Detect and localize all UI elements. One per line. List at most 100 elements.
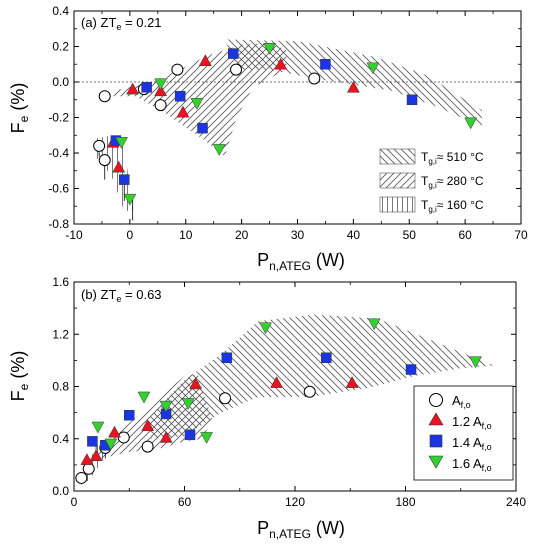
band-legend-swatch-280 bbox=[379, 172, 416, 189]
data-point-triangle-down bbox=[200, 432, 214, 444]
data-point-triangle-down bbox=[259, 322, 272, 335]
y-tick-label: 0.4 bbox=[52, 4, 69, 18]
data-point-circle-open bbox=[93, 139, 106, 152]
data-point-square bbox=[227, 48, 239, 59]
data-point-square bbox=[184, 429, 196, 441]
panel-b-xlabel: Pn,ATEG (W) bbox=[257, 518, 345, 541]
data-point-circle-open bbox=[154, 99, 167, 112]
data-point-circle-open bbox=[230, 63, 243, 76]
data-point-circle-open bbox=[303, 385, 316, 398]
band-legend-label-510: Tg,i≈ 510 °C bbox=[421, 150, 484, 166]
data-point-square bbox=[321, 352, 332, 364]
data-point-circle-open bbox=[308, 72, 321, 85]
data-point-triangle-down bbox=[159, 400, 173, 413]
legend-label-2: 1.2 Af,o bbox=[452, 414, 492, 431]
data-point-triangle-down bbox=[154, 78, 168, 91]
data-point-circle-open bbox=[82, 462, 95, 475]
data-point-square bbox=[141, 82, 152, 93]
data-point-square bbox=[124, 409, 135, 421]
x-tick-label: 30 bbox=[291, 228, 305, 242]
data-point-square bbox=[197, 122, 208, 134]
data-point-triangle-down bbox=[115, 137, 128, 149]
panel-b-label: (b) ZTe = 0.63 bbox=[81, 287, 162, 304]
data-point-triangle-down bbox=[263, 43, 276, 55]
y-tick-label: -0.6 bbox=[48, 182, 69, 196]
panel-b-legend: Af,o 1.2 Af,o 1.4 Af,o 1.6 Af,o bbox=[413, 385, 514, 481]
panel-b-chart: 0 60 120 180 240 0.0 0.4 0.8 1.2 1.6 Fe (%) Pn,AT… bbox=[8, 275, 526, 541]
y-tick-label: -0.8 bbox=[48, 217, 69, 231]
legend-label-3: 1.4 Af,o bbox=[452, 435, 492, 452]
y-tick-label: 1.6 bbox=[52, 275, 69, 289]
data-point-triangle-up bbox=[198, 54, 212, 66]
plot-area-a: -10 0 10 20 30 40 50 60 70 -0.8 -0.6 -0.4 -0.2 0.0 0.2… bbox=[48, 4, 528, 242]
data-point-circle-open bbox=[98, 90, 111, 103]
data-point-triangle-down bbox=[181, 398, 195, 411]
panel-b-ylabel: Fe (%) bbox=[8, 351, 31, 402]
y-tick-label: 1.2 bbox=[52, 327, 69, 341]
data-point-triangle-up bbox=[112, 160, 126, 173]
band-legend-label-160: Tg,i≈ 160 °C bbox=[421, 198, 484, 214]
data-point-triangle-down bbox=[190, 98, 204, 110]
y-tick-label: -0.4 bbox=[48, 146, 69, 160]
data-point-square bbox=[221, 352, 233, 364]
panel-a-xlabel: Pn,ATEG (W) bbox=[257, 250, 345, 273]
data-point-triangle-up bbox=[126, 82, 140, 95]
x-tick-label: 70 bbox=[514, 228, 528, 242]
y-tick-label: 0.0 bbox=[52, 75, 69, 89]
x-tick-label: 180 bbox=[395, 495, 415, 509]
data-point-triangle-up bbox=[176, 105, 190, 118]
band-backslash-b bbox=[147, 314, 494, 439]
data-point-circle-open bbox=[98, 154, 111, 167]
data-point-triangle-down bbox=[91, 421, 105, 434]
x-tick-label: 20 bbox=[235, 228, 249, 242]
data-point-triangle-down bbox=[212, 144, 226, 156]
data-point-triangle-up bbox=[141, 419, 155, 431]
x-tick-label: 120 bbox=[285, 495, 305, 509]
x-tick-label: 0 bbox=[127, 228, 134, 242]
legend-marker-triangle-up bbox=[428, 412, 444, 426]
y-tick-label: 0.8 bbox=[52, 380, 69, 394]
x-tick-label: 50 bbox=[403, 228, 417, 242]
data-point-square bbox=[406, 94, 418, 105]
data-point-triangle-up bbox=[274, 57, 288, 70]
legend-label-4: 1.6 Af,o bbox=[452, 456, 492, 473]
data-point-square bbox=[405, 364, 417, 375]
legend-marker-triangle-down bbox=[428, 455, 444, 469]
panel-a-label: (a) ZTe = 0.21 bbox=[81, 15, 162, 32]
y-tick-label: 0.0 bbox=[52, 484, 69, 498]
data-point-triangle-up bbox=[89, 449, 103, 461]
y-tick-label: 0.2 bbox=[52, 40, 69, 54]
panel-a-band-legend: Tg,i≈ 510 °C Tg,i≈ 280 °C Tg,i≈ 160 °C bbox=[379, 148, 484, 214]
panel-a-ylabel: Fe (%) bbox=[8, 83, 31, 134]
data-point-triangle-down bbox=[104, 438, 118, 451]
data-point-square bbox=[119, 174, 130, 185]
y-tick-label: -0.2 bbox=[48, 111, 69, 125]
data-point-circle-open bbox=[75, 471, 88, 484]
legend-label-1: Af,o bbox=[452, 393, 471, 410]
data-point-square bbox=[174, 90, 186, 102]
data-point-triangle-up bbox=[108, 425, 121, 438]
legend-marker-circle bbox=[429, 393, 443, 407]
legend-marker-square bbox=[429, 434, 443, 448]
x-tick-label: 0 bbox=[71, 495, 78, 509]
data-point-circle-open bbox=[141, 440, 154, 453]
x-tick-label: 60 bbox=[458, 228, 472, 242]
data-point-triangle-down bbox=[137, 391, 151, 404]
x-tick-label: 60 bbox=[178, 495, 192, 509]
data-point-triangle-down bbox=[469, 356, 482, 369]
data-point-triangle-up bbox=[270, 376, 284, 388]
x-tick-label: 240 bbox=[506, 495, 526, 509]
data-point-triangle-up bbox=[345, 376, 359, 388]
x-tick-label: 10 bbox=[179, 228, 193, 242]
data-point-square bbox=[87, 436, 98, 447]
y-tick-label: 0.4 bbox=[52, 432, 69, 446]
band-legend-swatch-510 bbox=[379, 148, 416, 165]
band-legend-swatch-160 bbox=[379, 196, 416, 213]
data-point-triangle-down bbox=[123, 193, 137, 206]
data-point-square bbox=[320, 59, 331, 70]
x-tick-label: -10 bbox=[65, 228, 83, 242]
data-point-triangle-up bbox=[154, 84, 168, 97]
data-point-triangle-up bbox=[80, 453, 94, 465]
band-legend-label-280: Tg,i≈ 280 °C bbox=[421, 174, 484, 190]
